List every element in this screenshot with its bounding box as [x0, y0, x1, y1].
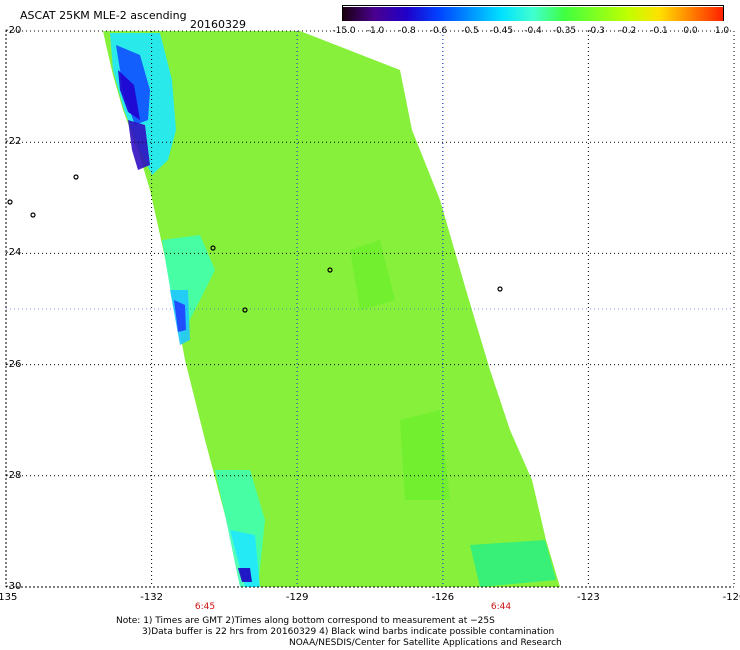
swath-color-patch [470, 540, 556, 587]
colorbar-tick-label: -15.0 [332, 26, 356, 36]
map-date: 20160329 [190, 18, 246, 31]
swath-color-patch [174, 300, 186, 332]
island-marker [73, 174, 79, 180]
lon-tick-label: -123 [577, 592, 600, 603]
lon-tick-label: -129 [285, 592, 309, 603]
colorbar-tick-label: -0.35 [552, 26, 577, 36]
pass-time-label: 6:45 [194, 602, 216, 612]
swath-color-patch [128, 120, 150, 170]
colorbar-tick-label: -0.4 [524, 26, 542, 36]
lat-tick-label: -24 [5, 247, 22, 259]
wind-swath [103, 31, 560, 587]
note-line-3: NOAA/NESDIS/Center for Satellite Applica… [289, 638, 562, 648]
island-marker [30, 212, 36, 218]
island-marker [242, 307, 248, 313]
map-title: ASCAT 25KM MLE-2 ascending [20, 9, 187, 22]
pass-time-label: 6:44 [490, 602, 512, 612]
lon-tick-label: -120 [722, 592, 740, 603]
colorbar-tick-label: -0.2 [618, 26, 637, 36]
swath-color-patch [230, 530, 260, 587]
colorbar-tick-label: -1.0 [366, 26, 385, 36]
island-marker [497, 286, 503, 292]
lon-tick-label: -126 [431, 592, 455, 603]
lat-tick-label: -26 [5, 358, 22, 370]
swath-color-patch [350, 240, 395, 310]
note-line-2: 3)Data buffer is 22 hrs from 20160329 4)… [142, 627, 555, 637]
swath-color-patch [400, 410, 450, 500]
colorbar-tick-label: -0.3 [587, 26, 605, 36]
swath-color-patch [118, 70, 140, 120]
lat-tick-label: -22 [5, 136, 22, 148]
colorbar-swatches [343, 7, 723, 21]
lat-tick-label: -28 [5, 469, 22, 481]
colorbar [342, 5, 724, 21]
map-frame [5, 30, 735, 588]
lon-tick-label: -135 [0, 592, 18, 603]
colorbar-tick-label: -0.45 [489, 26, 514, 36]
lat-tick-label: -20 [5, 25, 22, 36]
colorbar-gradient [343, 7, 723, 21]
swath-color-patch [238, 568, 252, 582]
lon-tick-label: -132 [140, 592, 163, 603]
island-marker [210, 245, 216, 251]
island-marker [7, 199, 13, 205]
lat-tick-label: -30 [5, 581, 22, 592]
note-line-1: Note: 1) Times are GMT 2)Times along bot… [116, 616, 495, 626]
island-marker [327, 267, 333, 273]
